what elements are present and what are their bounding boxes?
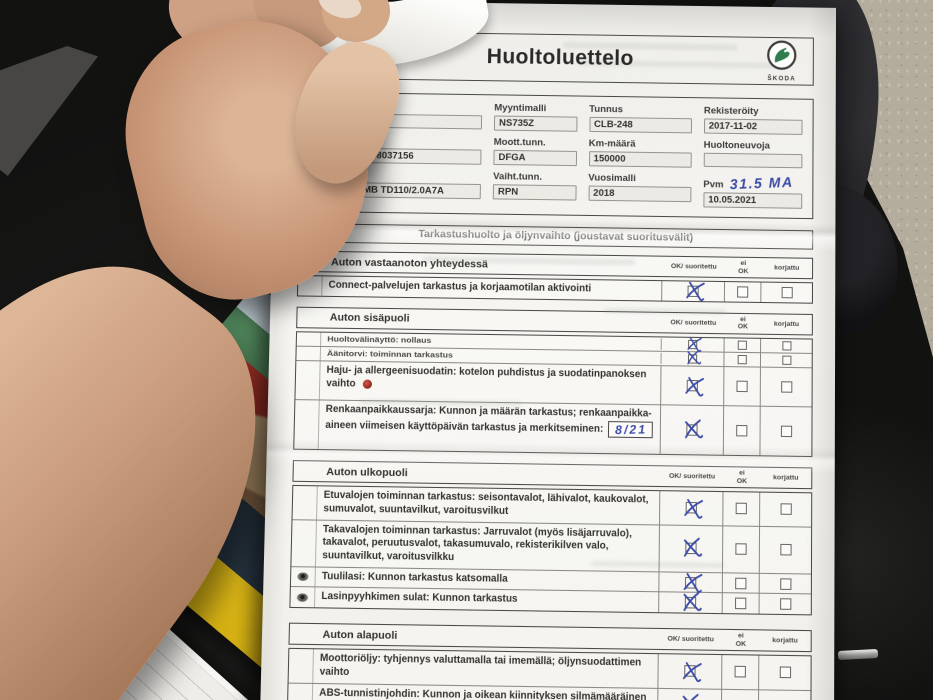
checkbox-not-ok [735,666,746,678]
field-moott-tunn: Moott.tunn. DFGA [493,137,576,166]
checkbox-not-ok [736,503,747,515]
checkbox-not-ok [735,543,746,555]
checklist-row: Haju- ja allergeenisuodatin: kotelon puh… [295,360,811,406]
section-header: Auton alapuoli OK/ suoritettu ei OK korja… [288,623,811,653]
column-header-ok: OK/ suoritettu [660,472,723,481]
section-table: Connect-palvelujen tarkastus ja korjaamo… [297,275,813,303]
field-km-maara: Km-määrä 150000 [589,138,692,168]
handwritten-date: 31.5 MA [729,174,794,193]
handwritten-x-mark [682,279,707,304]
checkbox-fixed [780,578,791,590]
section-auton-ulkopuoli: Auton ulkopuoli OK/ suoritettu ei OK korj… [289,460,812,616]
section-header: Auton vastaanoton yhteydessä OK/ suorite… [297,251,813,280]
field-rekisteroity: Rekisteröity 2017-11-02 [704,105,803,135]
checkbox-fixed [781,381,792,392]
checkbox-fixed [781,287,792,298]
field-value: DFGA [493,150,576,166]
checkbox-not-ok [737,286,748,297]
tire-sealant-date-box: 8/21 [608,421,653,438]
handwritten-x-mark [678,590,702,614]
section-header: Auton ulkopuoli OK/ suoritettu ei OK korj… [292,460,812,489]
field-value: NS735Z [494,115,577,131]
field-pvm: Pvm 31.5 MA 10.05.2021 [703,174,802,209]
column-header-korjattu: korjattu [762,264,813,272]
checkbox-not-ok [736,381,747,392]
eye-inspection-icon [297,593,308,602]
section-table: Etuvalojen toiminnan tarkastus: seisonta… [289,485,812,616]
field-value: 150000 [589,151,692,168]
handwritten-x-mark [683,349,701,367]
checklist-row: Connect-palvelujen tarkastus ja korjaamo… [298,276,812,302]
handwritten-x-mark [679,535,703,559]
field-value [703,153,802,169]
section-auton-sisapuoli: Auton sisäpuoli OK/ suoritettu ei OK korj… [293,306,813,457]
column-header-korjattu: korjattu [759,637,810,646]
checkbox-not-ok [735,598,746,610]
skoda-logo-icon: ŠKODA [761,38,803,85]
checkbox-fixed [779,667,790,679]
checkbox-not-ok [738,340,747,349]
photo-scene: Huoltoluettelo ŠKODA Työmääräysnro Myynt… [0,0,933,700]
checkbox-fixed [780,426,791,438]
column-header-ok: OK/ suoritettu [662,263,725,271]
handwritten-x-mark [681,373,706,399]
field-huoltoneuvoja: Huoltoneuvoja [703,140,802,170]
checkbox-fixed [782,356,791,365]
skoda-logo-text: ŠKODA [767,74,795,82]
checkbox-not-ok [738,355,747,364]
handwritten-tire-date: 8/21 [615,422,647,437]
checkbox-fixed [780,544,791,556]
checkbox-fixed [780,504,791,516]
red-dot-marker [363,379,372,388]
checklist-row: Renkaanpaikkaussarja: Kunnon ja määrän t… [294,399,811,456]
checkbox-not-ok [736,425,747,437]
field-tunnus: Tunnus CLB-248 [589,104,692,134]
field-value: 2018 [588,186,691,203]
section-table: Moottoriöljy: tyhjennys valuttamalla tai… [287,648,812,700]
checkbox-fixed [780,599,791,611]
column-header-korjattu: korjattu [761,320,812,328]
handwritten-x-mark [677,692,701,700]
column-header-ei-ok: ei OK [722,632,759,648]
column-header-korjattu: korjattu [760,474,811,482]
section-auton-alapuoli: Auton alapuoli OK/ suoritettu ei OK korja… [287,623,812,700]
section-header: Auton sisäpuoli OK/ suoritettu ei OK korj… [296,306,813,335]
eye-inspection-icon [297,573,308,582]
field-value: RPN [493,184,576,200]
field-myyntimalli-koodi: Myyntimalli NS735Z [494,102,577,131]
checklist-row: Takavalojen toiminnan tarkastus: Jarruva… [291,519,811,574]
column-header-ok: OK/ suoritettu [659,635,723,644]
checkbox-fixed [782,341,791,350]
section-auton-vastaanoton-yhteydessa: Auton vastaanoton yhteydessä OK/ suorite… [297,251,813,304]
checkbox-not-ok [735,577,746,589]
column-header-ei-ok: ei OK [725,260,761,276]
handwritten-x-mark [680,417,704,441]
field-value: CLB-248 [589,117,692,134]
handwritten-x-mark [678,658,703,684]
section-table: Huoltovälinäyttö: nollaus Äänitorvi: toi… [293,331,813,457]
field-vuosimalli: Vuosimalli 2018 [588,172,691,207]
handwritten-x-mark [680,495,705,521]
field-value: 2017-11-02 [704,118,803,135]
field-value: 10.05.2021 [703,192,802,209]
dark-equipment-edge [0,46,98,176]
column-header-ei-ok: ei OK [724,469,761,485]
service-group-title: Tarkastushuolto ja öljynvaihto (joustava… [298,223,813,250]
column-header-ok: OK/ suoritettu [662,318,725,327]
field-vaiht-tunn: Vaiht.tunn. RPN [493,171,577,206]
column-header-ei-ok: ei OK [725,316,762,332]
